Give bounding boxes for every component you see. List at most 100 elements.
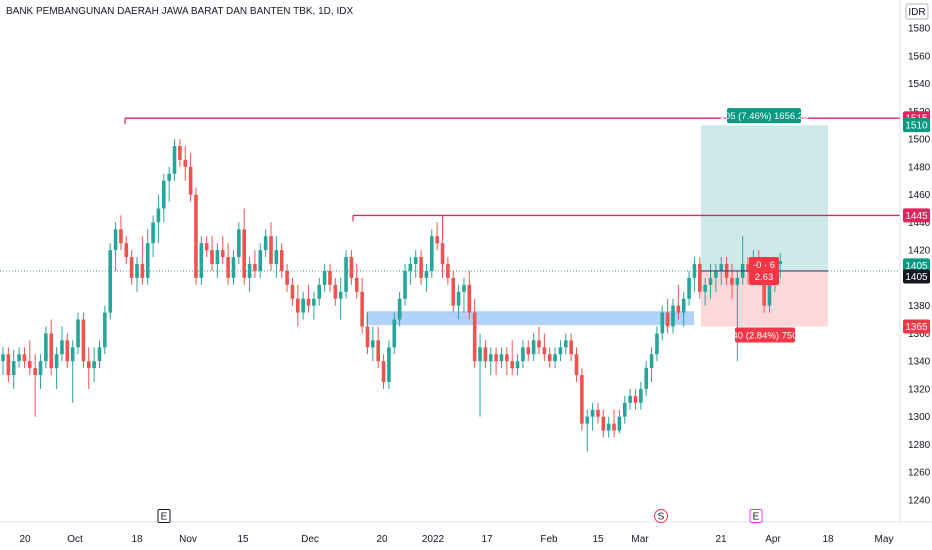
candle-body xyxy=(312,298,316,306)
candle-body xyxy=(478,347,482,362)
candle-down xyxy=(183,146,188,181)
candle-body xyxy=(231,257,236,278)
candle-down xyxy=(6,347,11,382)
event-marker-letter: E xyxy=(161,512,168,523)
candle-body xyxy=(660,312,665,334)
candle-body xyxy=(162,180,166,209)
earnings-event-marker[interactable]: E xyxy=(749,509,763,523)
candle-body xyxy=(655,333,659,355)
candle-body xyxy=(617,416,622,431)
earnings-event-marker[interactable]: E xyxy=(157,509,171,523)
risk-reward-ratio: 2.63 xyxy=(755,272,774,283)
candle-up xyxy=(103,305,107,355)
time-tick-label: Feb xyxy=(540,534,558,545)
candle-body xyxy=(462,284,466,292)
candle-body xyxy=(317,284,322,299)
candle-body xyxy=(381,361,386,382)
currency-box[interactable] xyxy=(905,3,929,20)
candle-body xyxy=(290,284,295,299)
time-axis[interactable]: 20 Oct 18 Nov 15 Dec 20 2022 17 Feb 15 Mar 21 Apr 18 Ma… xyxy=(19,534,893,545)
price-tag: 1365 xyxy=(903,319,930,334)
candle-up xyxy=(1,347,5,376)
candle-body xyxy=(285,270,289,285)
candle-down xyxy=(242,208,246,285)
candle-body xyxy=(188,166,193,195)
split-event-marker[interactable]: S xyxy=(654,509,668,523)
candle-body xyxy=(403,270,407,299)
candle-body xyxy=(333,284,338,299)
candle-down xyxy=(730,264,734,299)
candle-body xyxy=(76,319,80,348)
risk-reward-box[interactable] xyxy=(749,256,779,285)
price-tag-box xyxy=(903,208,930,223)
candle-down xyxy=(220,236,225,264)
candle-body xyxy=(505,354,509,362)
candle-body xyxy=(247,264,252,278)
candle-down xyxy=(129,250,134,285)
candle-body xyxy=(574,354,579,376)
earnings-marker-box xyxy=(157,509,171,523)
candle-up xyxy=(92,347,96,382)
candle-up xyxy=(108,243,112,320)
candle-up xyxy=(237,222,241,264)
candle-down xyxy=(119,215,123,251)
candle-down xyxy=(676,284,681,320)
candle-body xyxy=(365,326,370,348)
time-tick-label: Mar xyxy=(631,534,649,545)
candle-body xyxy=(44,333,48,362)
candle-down xyxy=(328,264,332,292)
support-zone xyxy=(366,311,694,326)
target-label: 105 (7.46%) 1656.25 xyxy=(720,111,809,122)
candle-body xyxy=(167,173,171,181)
candle-up xyxy=(301,291,305,320)
time-tick-label: 18 xyxy=(131,534,143,545)
candle-body xyxy=(413,257,418,264)
position-tool-layer[interactable]: 105 (7.46%) 1656.25 40 (2.84%) 750 -0 · 62… xyxy=(701,108,828,343)
candle-body xyxy=(510,361,514,369)
candle-down xyxy=(580,368,584,431)
candle-body xyxy=(156,208,161,223)
candle-body xyxy=(467,284,472,313)
candle-body xyxy=(419,257,423,278)
risk-reward-line1: -0 · 6 xyxy=(753,260,775,271)
candle-up xyxy=(60,326,64,362)
candle-down xyxy=(376,326,380,369)
candle-up xyxy=(531,333,536,362)
price-tick-label: 1240 xyxy=(908,496,931,507)
time-tick-label: 2022 xyxy=(422,534,445,545)
price-axis[interactable]: IDR1240126012801300132013401360138014001… xyxy=(0,0,932,523)
candle-body xyxy=(215,250,220,264)
candle-body xyxy=(472,312,477,362)
candle-body xyxy=(590,409,595,417)
candle-body xyxy=(424,270,429,278)
time-tick-label: 15 xyxy=(592,534,604,545)
candle-body xyxy=(714,270,718,278)
candle-up xyxy=(312,291,316,320)
candle-body xyxy=(665,312,670,327)
candle-body xyxy=(33,368,37,376)
candle-down xyxy=(22,347,27,369)
candle-down xyxy=(419,250,423,285)
candle-up xyxy=(113,222,118,271)
candle-up xyxy=(644,361,648,396)
target-label-box xyxy=(727,108,801,124)
candle-body xyxy=(622,402,627,417)
candle-body xyxy=(70,347,75,362)
candle-up xyxy=(97,340,102,369)
candle-body xyxy=(140,264,145,278)
candle-down xyxy=(28,340,32,376)
candle-body xyxy=(38,361,43,376)
candle-body xyxy=(515,361,520,369)
candle-body xyxy=(644,368,648,389)
candle-body xyxy=(537,340,541,348)
price-tag-label: 1365 xyxy=(905,322,928,333)
chart-title: BANK PEMBANGUNAN DAERAH JAWA BARAT DAN B… xyxy=(6,6,354,17)
candle-up xyxy=(38,354,43,389)
candle-up xyxy=(714,264,718,292)
candle-body xyxy=(1,354,5,362)
candle-body xyxy=(86,361,91,369)
price-tag-label: 1405 xyxy=(905,272,928,283)
candle-up xyxy=(54,347,59,389)
